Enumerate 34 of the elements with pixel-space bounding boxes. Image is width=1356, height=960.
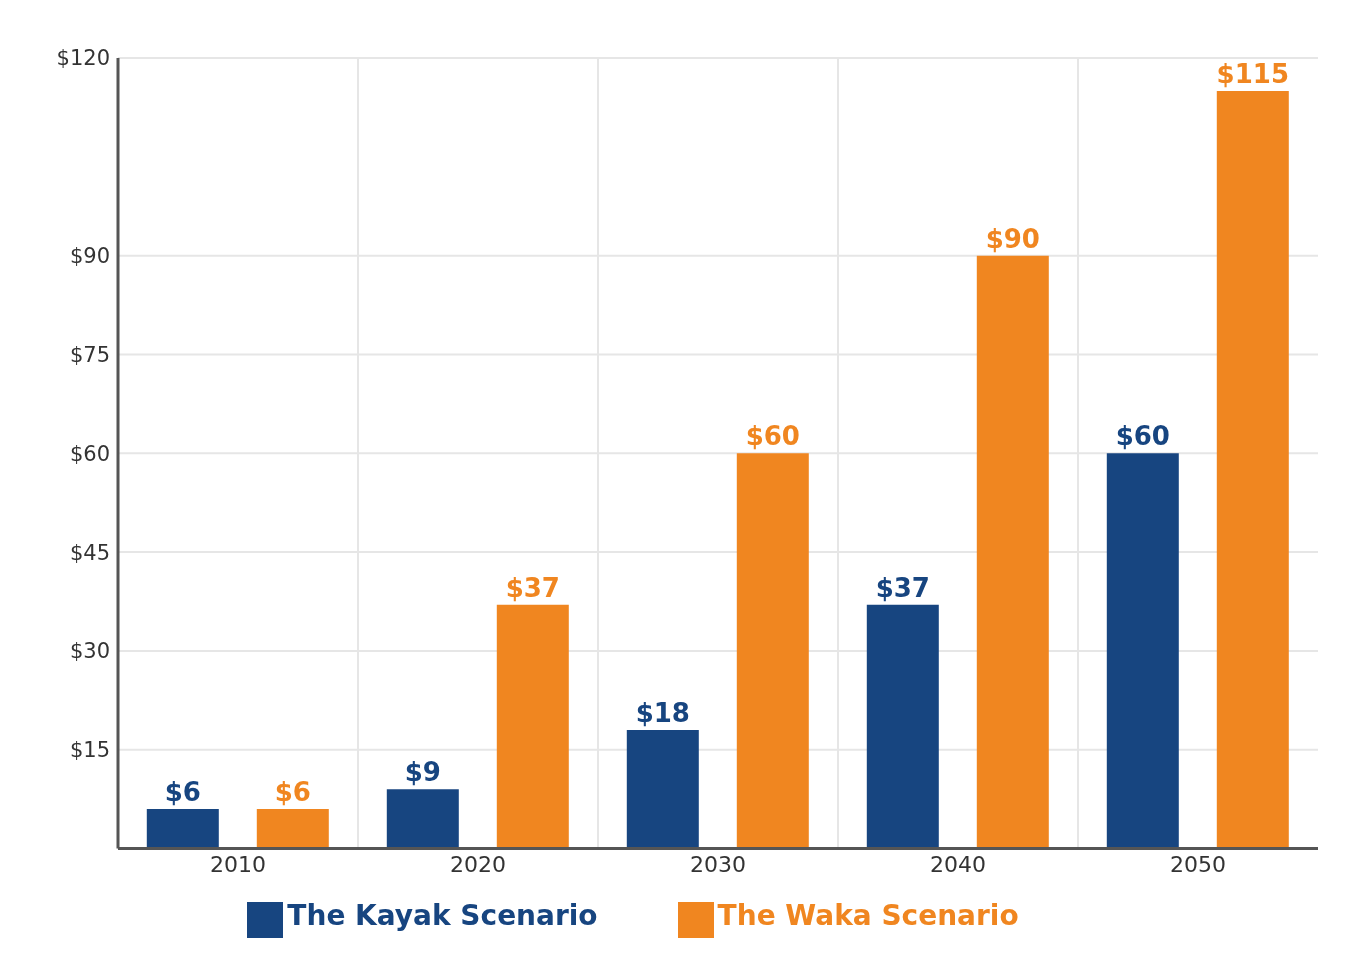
y-tick-label: $75 xyxy=(69,342,110,367)
x-tick-label: 2030 xyxy=(690,852,746,878)
y-tick-label: $120 xyxy=(56,46,110,71)
x-tick-label: 2040 xyxy=(930,852,986,878)
legend-label: The Waka Scenario xyxy=(717,898,1019,932)
y-tick-label: $60 xyxy=(69,441,110,466)
x-tick-label: 2010 xyxy=(210,852,266,878)
bar xyxy=(256,808,329,849)
bar xyxy=(1216,90,1289,849)
bar xyxy=(976,255,1049,849)
bar xyxy=(626,729,699,849)
data-label: $60 xyxy=(1115,421,1170,452)
data-label: $6 xyxy=(164,776,201,807)
bar xyxy=(736,453,809,849)
data-label: $6 xyxy=(274,776,311,807)
data-label: $90 xyxy=(985,223,1040,254)
data-label: $60 xyxy=(745,421,800,452)
bar xyxy=(866,604,939,849)
y-tick-label: $15 xyxy=(69,738,110,763)
y-tick-label: $45 xyxy=(69,540,110,565)
data-label: $37 xyxy=(875,572,930,603)
y-tick-label: $90 xyxy=(69,244,110,269)
x-tick-label: 2020 xyxy=(450,852,506,878)
y-tick-label: $30 xyxy=(69,639,110,664)
bar xyxy=(386,789,459,849)
bar xyxy=(496,604,569,849)
legend-label: The Kayak Scenario xyxy=(287,898,598,932)
x-tick-label: 2050 xyxy=(1170,852,1226,878)
bar xyxy=(1106,453,1179,849)
data-label: $115 xyxy=(1216,58,1289,89)
data-label: $9 xyxy=(404,757,441,788)
bar xyxy=(146,808,219,849)
data-label: $37 xyxy=(505,572,560,603)
data-label: $18 xyxy=(635,697,690,728)
